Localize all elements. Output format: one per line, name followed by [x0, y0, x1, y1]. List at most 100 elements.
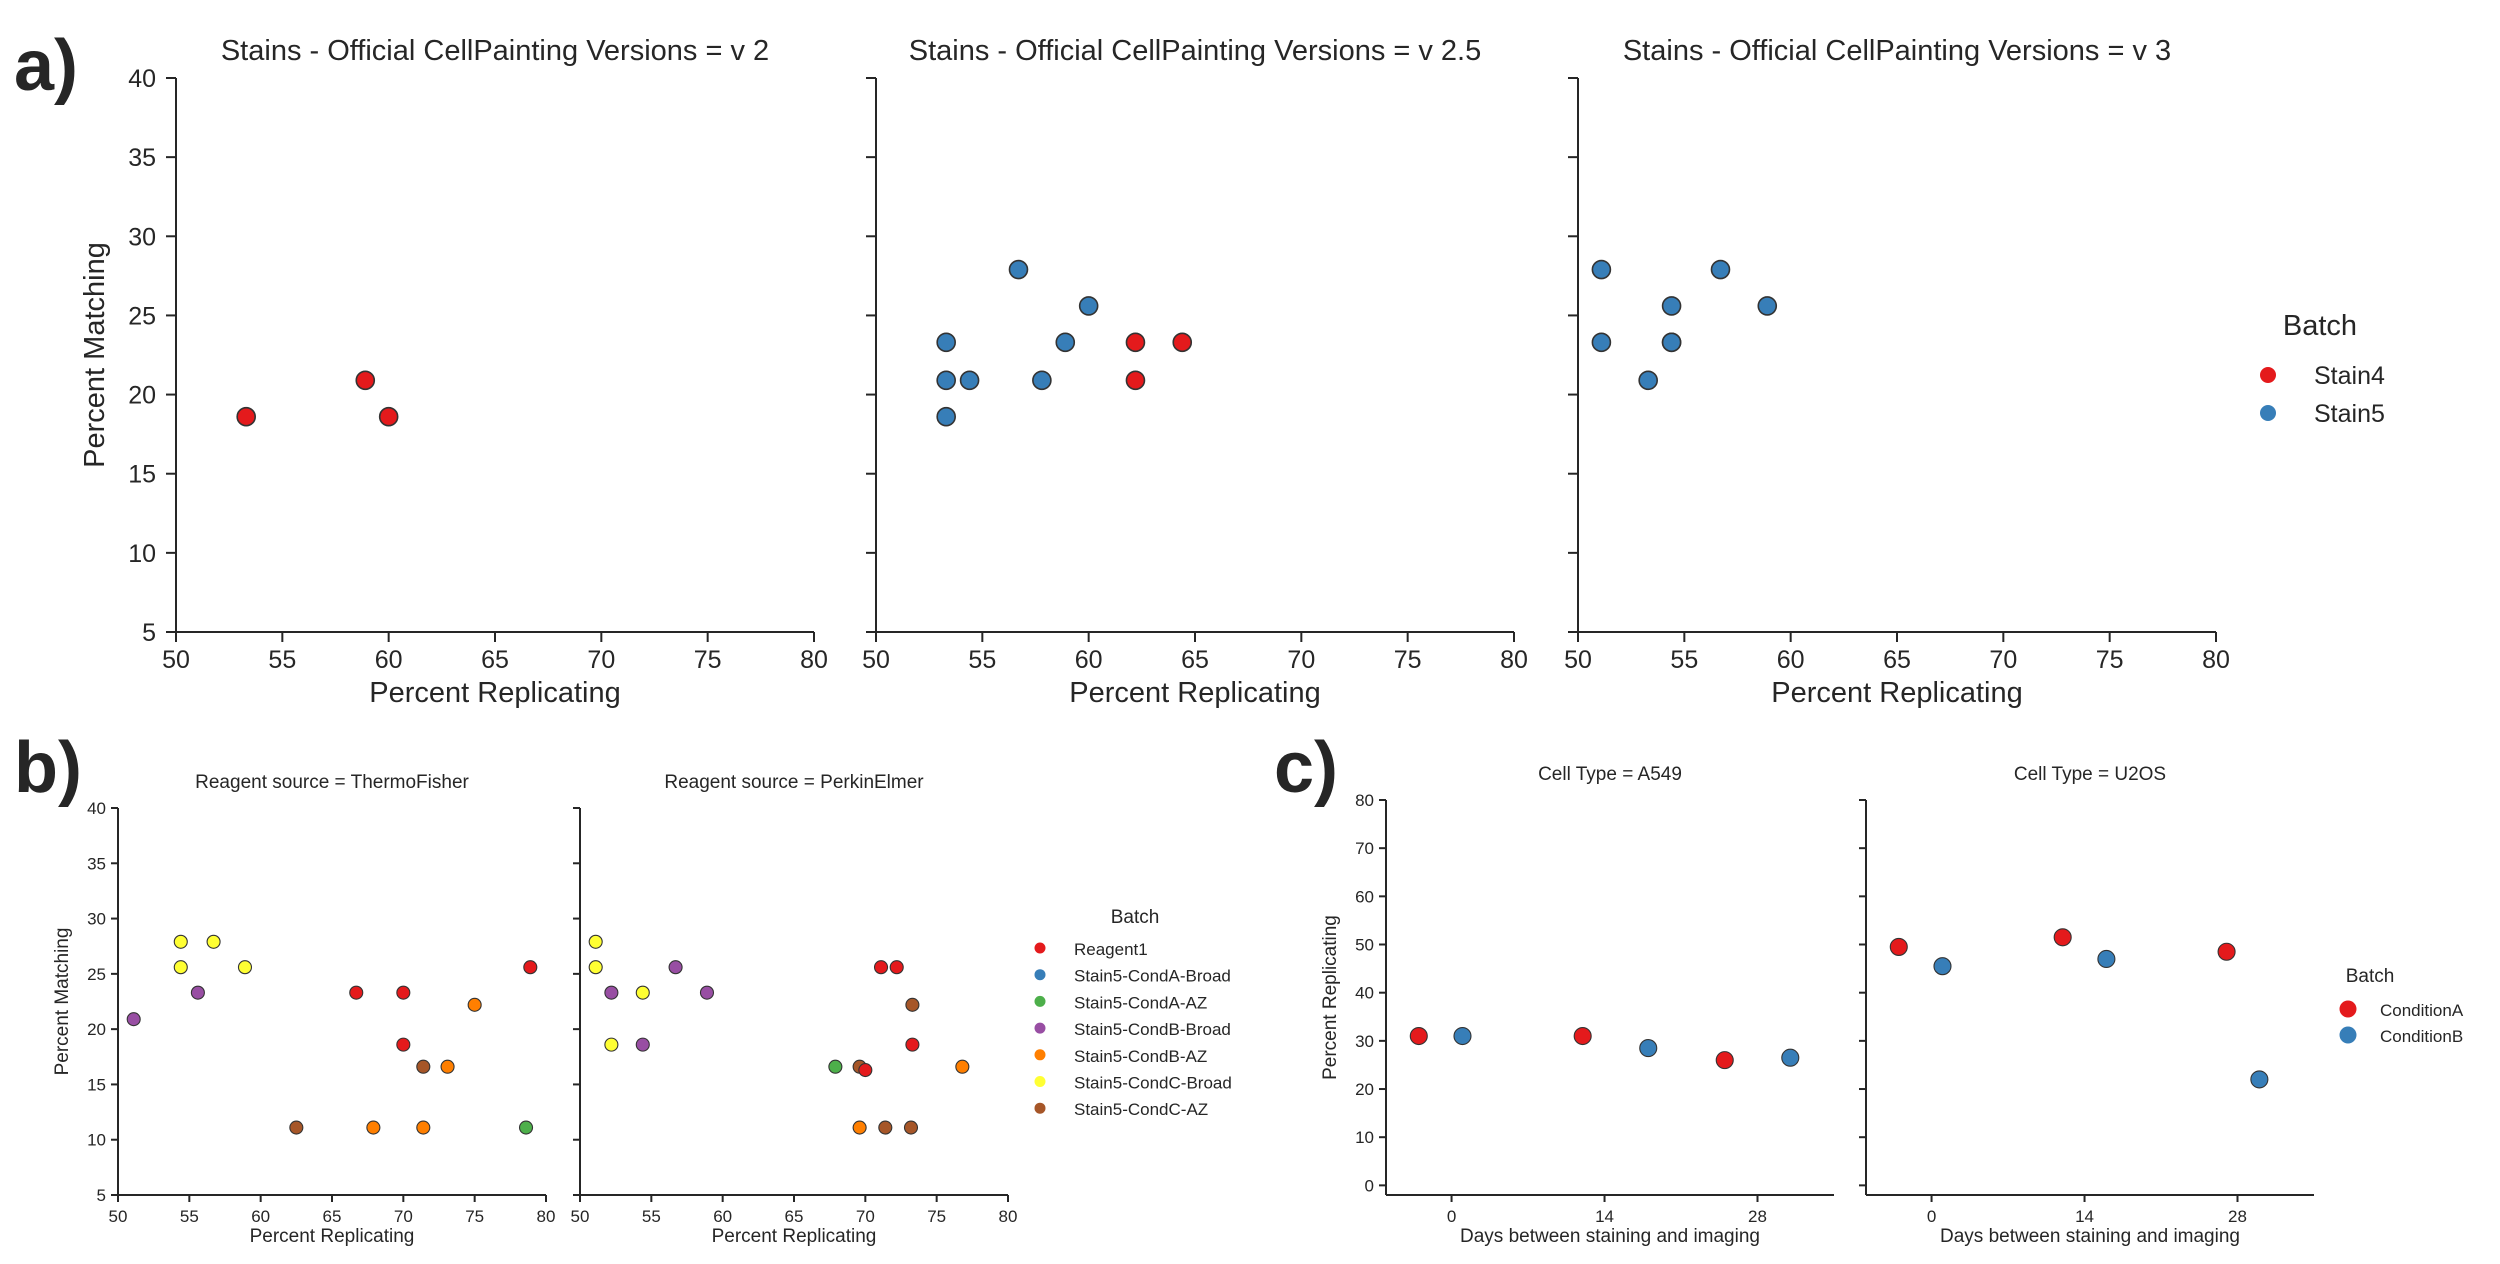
- data-point: [416, 1059, 431, 1074]
- data-point: [668, 960, 683, 975]
- chart-a-facet-1: Stains - Official CellPainting Versions …: [79, 35, 828, 709]
- data-point: [873, 960, 889, 975]
- data-point: [1638, 370, 1658, 391]
- y-axis-label: Percent Matching: [52, 928, 73, 1076]
- data-point: [523, 960, 538, 975]
- data-point: [1933, 957, 1952, 976]
- data-point: [1715, 1051, 1734, 1070]
- data-point: [378, 406, 399, 427]
- legend-marker: [1034, 995, 1046, 1007]
- data-point: [1172, 332, 1193, 353]
- data-point: [1781, 1048, 1800, 1067]
- x-tick-label: 50: [162, 646, 190, 674]
- y-tick-label: 80: [1355, 791, 1374, 810]
- data-point: [1409, 1026, 1428, 1046]
- facet-title: Cell Type = U2OS: [2014, 764, 2166, 785]
- x-tick-label: 14: [1595, 1207, 1614, 1226]
- x-tick-label: 60: [1075, 646, 1103, 674]
- data-point: [1573, 1026, 1592, 1046]
- data-point: [1661, 296, 1682, 316]
- legend-label: Stain5-CondB-AZ: [1074, 1047, 1207, 1066]
- legend-label: Stain5-CondC-Broad: [1074, 1074, 1232, 1093]
- x-tick-label: 70: [1989, 646, 2017, 674]
- y-tick-label: 20: [128, 382, 156, 410]
- data-point: [126, 1012, 141, 1027]
- data-point: [1661, 332, 1682, 353]
- legend-marker: [1034, 942, 1046, 954]
- y-tick-label: 20: [1355, 1080, 1374, 1099]
- x-tick-label: 55: [1670, 646, 1698, 674]
- data-point: [635, 1037, 650, 1052]
- data-point: [1639, 1039, 1658, 1058]
- legend-label: Stain5-CondC-AZ: [1074, 1100, 1208, 1119]
- legend-label: ConditionB: [2380, 1027, 2463, 1046]
- data-point: [936, 370, 956, 391]
- data-point: [903, 1120, 919, 1135]
- data-point: [2250, 1070, 2269, 1089]
- facet-title: Stains - Official CellPainting Versions …: [221, 35, 769, 67]
- x-tick-label: 80: [1500, 646, 1528, 674]
- x-tick-label: 70: [1287, 646, 1315, 674]
- facet-title: Stains - Official CellPainting Versions …: [1623, 35, 2171, 67]
- y-tick-label: 25: [128, 302, 156, 330]
- y-tick-label: 30: [1355, 1032, 1374, 1051]
- y-tick-label: 15: [128, 461, 156, 489]
- x-axis-label: Percent Replicating: [1069, 677, 1320, 709]
- data-point: [173, 960, 188, 975]
- legend-title: Batch: [2283, 310, 2357, 342]
- facet-title: Cell Type = A549: [1538, 764, 1682, 785]
- x-tick-label: 65: [1181, 646, 1209, 674]
- x-tick-label: 55: [642, 1207, 661, 1226]
- legend-label: ConditionA: [2380, 1001, 2464, 1020]
- data-point: [828, 1059, 843, 1074]
- x-tick-label: 28: [1748, 1207, 1767, 1226]
- data-point: [955, 1059, 970, 1074]
- data-point: [699, 985, 715, 1000]
- facet-title: Reagent source = ThermoFisher: [195, 772, 469, 793]
- x-tick-label: 80: [999, 1207, 1018, 1226]
- chart-a-facet-3: Stains - Official CellPainting Versions …: [1564, 35, 2230, 709]
- x-tick-label: 75: [2096, 646, 2124, 674]
- y-tick-label: 35: [128, 144, 156, 172]
- x-tick-label: 50: [109, 1207, 128, 1226]
- chart-c-facet-1: Cell Type = A549 0 14 28 0 10 20 30 40 50 60 70 80 Da…: [1320, 764, 1834, 1247]
- data-point: [635, 985, 650, 1000]
- x-tick-label: 55: [268, 646, 296, 674]
- x-tick-label: 60: [375, 646, 403, 674]
- legend-label: Stain5-CondA-AZ: [1074, 993, 1207, 1012]
- data-point: [1055, 332, 1076, 353]
- data-point: [878, 1120, 893, 1135]
- legend-marker: [1034, 1049, 1046, 1061]
- chart-b-facet-1: Reagent source = ThermoFisher 50 55 60 65 70 7…: [52, 772, 555, 1247]
- data-point: [905, 1037, 920, 1052]
- legend-a: Batch Stain4 Stain5: [2260, 310, 2385, 428]
- legend-label: Reagent1: [1074, 940, 1148, 959]
- y-tick-label: 10: [128, 540, 156, 568]
- chart-b-facet-2: Reagent source = PerkinElmer 50 55 60 65 70 75…: [571, 772, 1018, 1247]
- data-point: [1008, 259, 1029, 280]
- x-tick-label: 75: [694, 646, 722, 674]
- x-axis-label: Days between staining and imaging: [1940, 1226, 2240, 1247]
- legend-label: Stain5: [2314, 400, 2385, 428]
- data-point: [237, 960, 253, 975]
- legend-label: Stain5-CondB-Broad: [1074, 1020, 1231, 1039]
- facet-title: Reagent source = PerkinElmer: [664, 772, 924, 793]
- data-point: [173, 934, 188, 949]
- data-point: [1591, 332, 1612, 353]
- x-tick-label: 75: [465, 1207, 484, 1226]
- x-tick-label: 0: [1447, 1207, 1456, 1226]
- x-tick-label: 80: [2202, 646, 2230, 674]
- data-point: [1125, 370, 1146, 391]
- legend-marker: [1034, 969, 1046, 981]
- data-point: [1078, 296, 1099, 316]
- data-point: [936, 332, 956, 353]
- legend-marker: [2260, 367, 2276, 383]
- data-point: [416, 1120, 431, 1135]
- legend-c: Batch ConditionA ConditionB: [2339, 966, 2464, 1046]
- data-point: [289, 1120, 304, 1135]
- x-tick-label: 60: [713, 1207, 732, 1226]
- data-point: [1125, 332, 1146, 353]
- x-axis-label: Percent Replicating: [369, 677, 620, 709]
